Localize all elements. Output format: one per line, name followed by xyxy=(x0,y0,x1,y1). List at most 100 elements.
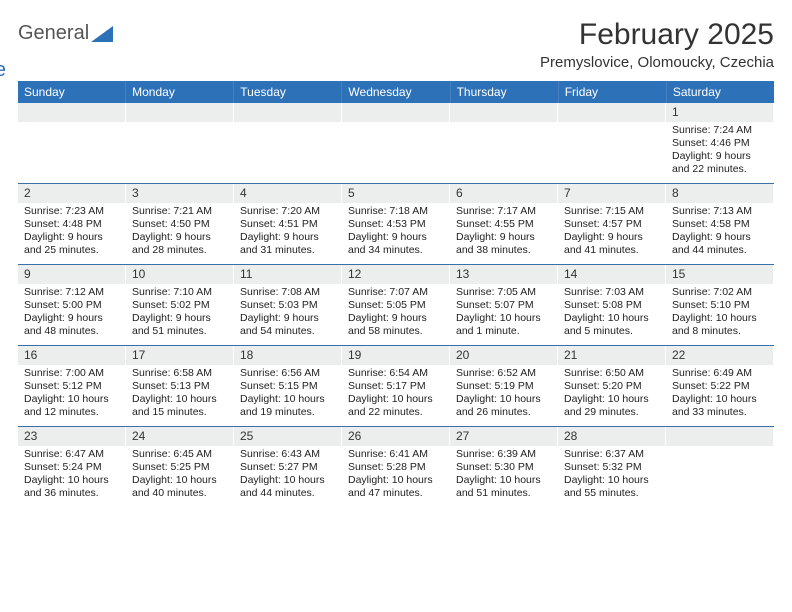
sunset-text: Sunset: 5:13 PM xyxy=(132,380,227,393)
sunrise-text: Sunrise: 7:03 AM xyxy=(564,286,659,299)
day-number: 7 xyxy=(558,184,665,203)
sunrise-text: Sunrise: 6:52 AM xyxy=(456,367,551,380)
sunrise-text: Sunrise: 6:56 AM xyxy=(240,367,335,380)
calendar-cell: 3Sunrise: 7:21 AMSunset: 4:50 PMDaylight… xyxy=(126,184,234,264)
day-number: 27 xyxy=(450,427,557,446)
daylight-text: Daylight: 10 hours and 26 minutes. xyxy=(456,393,551,419)
daylight-text: Daylight: 9 hours and 34 minutes. xyxy=(348,231,443,257)
sunrise-text: Sunrise: 6:43 AM xyxy=(240,448,335,461)
sunrise-text: Sunrise: 7:07 AM xyxy=(348,286,443,299)
sunrise-text: Sunrise: 7:18 AM xyxy=(348,205,443,218)
calendar-cell xyxy=(666,427,774,507)
day-details: Sunrise: 7:21 AMSunset: 4:50 PMDaylight:… xyxy=(126,203,233,264)
dow-tuesday: Tuesday xyxy=(234,81,342,103)
calendar-cell: 20Sunrise: 6:52 AMSunset: 5:19 PMDayligh… xyxy=(450,346,558,426)
day-details: Sunrise: 6:41 AMSunset: 5:28 PMDaylight:… xyxy=(342,446,449,507)
day-details: Sunrise: 7:07 AMSunset: 5:05 PMDaylight:… xyxy=(342,284,449,345)
sunset-text: Sunset: 4:46 PM xyxy=(672,137,767,150)
calendar-cell: 19Sunrise: 6:54 AMSunset: 5:17 PMDayligh… xyxy=(342,346,450,426)
calendar-cell: 8Sunrise: 7:13 AMSunset: 4:58 PMDaylight… xyxy=(666,184,774,264)
day-number: 13 xyxy=(450,265,557,284)
day-details: Sunrise: 6:37 AMSunset: 5:32 PMDaylight:… xyxy=(558,446,665,507)
day-number: 8 xyxy=(666,184,773,203)
page-title: February 2025 xyxy=(540,18,774,52)
day-details: Sunrise: 7:10 AMSunset: 5:02 PMDaylight:… xyxy=(126,284,233,345)
calendar-cell: 17Sunrise: 6:58 AMSunset: 5:13 PMDayligh… xyxy=(126,346,234,426)
sunset-text: Sunset: 5:20 PM xyxy=(564,380,659,393)
sunset-text: Sunset: 5:02 PM xyxy=(132,299,227,312)
calendar-cell: 21Sunrise: 6:50 AMSunset: 5:20 PMDayligh… xyxy=(558,346,666,426)
daylight-text: Daylight: 10 hours and 47 minutes. xyxy=(348,474,443,500)
calendar-cell: 28Sunrise: 6:37 AMSunset: 5:32 PMDayligh… xyxy=(558,427,666,507)
day-details: Sunrise: 7:17 AMSunset: 4:55 PMDaylight:… xyxy=(450,203,557,264)
calendar-cell: 23Sunrise: 6:47 AMSunset: 5:24 PMDayligh… xyxy=(18,427,126,507)
calendar-cell: 4 Sunrise: 7:20 AMSunset: 4:51 PMDaylight… xyxy=(234,184,342,264)
sunrise-text: Sunrise: 7:24 AM xyxy=(672,124,767,137)
day-number: 20 xyxy=(450,346,557,365)
logo: General Blue xyxy=(18,18,113,68)
day-details: Sunrise: 7:18 AMSunset: 4:53 PMDaylight:… xyxy=(342,203,449,264)
dow-sunday: Sunday xyxy=(18,81,126,103)
calendar-cell: 10Sunrise: 7:10 AMSunset: 5:02 PMDayligh… xyxy=(126,265,234,345)
calendar-week: 23Sunrise: 6:47 AMSunset: 5:24 PMDayligh… xyxy=(18,426,774,507)
calendar-cell: 24Sunrise: 6:45 AMSunset: 5:25 PMDayligh… xyxy=(126,427,234,507)
calendar-cell: 11Sunrise: 7:08 AMSunset: 5:03 PMDayligh… xyxy=(234,265,342,345)
calendar-cell: 6Sunrise: 7:17 AMSunset: 4:55 PMDaylight… xyxy=(450,184,558,264)
day-details: Sunrise: 6:43 AMSunset: 5:27 PMDaylight:… xyxy=(234,446,341,507)
calendar-cell: 13Sunrise: 7:05 AMSunset: 5:07 PMDayligh… xyxy=(450,265,558,345)
calendar-cell: 15Sunrise: 7:02 AMSunset: 5:10 PMDayligh… xyxy=(666,265,774,345)
daylight-text: Daylight: 9 hours and 38 minutes. xyxy=(456,231,551,257)
calendar-cell xyxy=(342,103,450,183)
daylight-text: Daylight: 9 hours and 25 minutes. xyxy=(24,231,119,257)
sunrise-text: Sunrise: 6:47 AM xyxy=(24,448,119,461)
calendar-cell: 7Sunrise: 7:15 AMSunset: 4:57 PMDaylight… xyxy=(558,184,666,264)
day-number: 9 xyxy=(18,265,125,284)
daylight-text: Daylight: 9 hours and 31 minutes. xyxy=(240,231,335,257)
day-number: 4 xyxy=(234,184,341,203)
sunset-text: Sunset: 4:51 PM xyxy=(240,218,335,231)
day-number: 3 xyxy=(126,184,233,203)
daylight-text: Daylight: 9 hours and 48 minutes. xyxy=(24,312,119,338)
daylight-text: Daylight: 10 hours and 51 minutes. xyxy=(456,474,551,500)
day-number xyxy=(666,427,773,446)
day-details: Sunrise: 7:08 AMSunset: 5:03 PMDaylight:… xyxy=(234,284,341,345)
sunset-text: Sunset: 4:50 PM xyxy=(132,218,227,231)
sunset-text: Sunset: 4:55 PM xyxy=(456,218,551,231)
day-details: Sunrise: 7:05 AMSunset: 5:07 PMDaylight:… xyxy=(450,284,557,345)
sunrise-text: Sunrise: 6:37 AM xyxy=(564,448,659,461)
page-header: General Blue February 2025 Premyslovice,… xyxy=(18,18,774,71)
sunset-text: Sunset: 5:25 PM xyxy=(132,461,227,474)
calendar-cell xyxy=(234,103,342,183)
sunrise-text: Sunrise: 7:15 AM xyxy=(564,205,659,218)
dow-thursday: Thursday xyxy=(451,81,559,103)
day-number: 25 xyxy=(234,427,341,446)
dow-wednesday: Wednesday xyxy=(342,81,450,103)
day-number xyxy=(342,103,449,122)
sunset-text: Sunset: 5:08 PM xyxy=(564,299,659,312)
day-details: Sunrise: 6:56 AMSunset: 5:15 PMDaylight:… xyxy=(234,365,341,426)
daylight-text: Daylight: 10 hours and 22 minutes. xyxy=(348,393,443,419)
day-number: 2 xyxy=(18,184,125,203)
sunrise-text: Sunrise: 7:20 AM xyxy=(240,205,335,218)
day-details: Sunrise: 7:13 AMSunset: 4:58 PMDaylight:… xyxy=(666,203,773,264)
daylight-text: Daylight: 9 hours and 54 minutes. xyxy=(240,312,335,338)
day-details: Sunrise: 6:52 AMSunset: 5:19 PMDaylight:… xyxy=(450,365,557,426)
sunset-text: Sunset: 5:03 PM xyxy=(240,299,335,312)
sunrise-text: Sunrise: 6:58 AM xyxy=(132,367,227,380)
day-number: 24 xyxy=(126,427,233,446)
day-number: 23 xyxy=(18,427,125,446)
sunrise-text: Sunrise: 7:00 AM xyxy=(24,367,119,380)
sunset-text: Sunset: 5:00 PM xyxy=(24,299,119,312)
calendar-week: 2Sunrise: 7:23 AMSunset: 4:48 PMDaylight… xyxy=(18,183,774,264)
sunset-text: Sunset: 4:48 PM xyxy=(24,218,119,231)
dow-saturday: Saturday xyxy=(667,81,774,103)
sunset-text: Sunset: 5:07 PM xyxy=(456,299,551,312)
sunrise-text: Sunrise: 7:10 AM xyxy=(132,286,227,299)
day-number: 1 xyxy=(666,103,773,122)
day-details: Sunrise: 6:45 AMSunset: 5:25 PMDaylight:… xyxy=(126,446,233,507)
day-details: Sunrise: 7:24 AMSunset: 4:46 PMDaylight:… xyxy=(666,122,773,183)
calendar-cell: 14Sunrise: 7:03 AMSunset: 5:08 PMDayligh… xyxy=(558,265,666,345)
day-number xyxy=(126,103,233,122)
page-subtitle: Premyslovice, Olomoucky, Czechia xyxy=(540,54,774,71)
daylight-text: Daylight: 9 hours and 51 minutes. xyxy=(132,312,227,338)
